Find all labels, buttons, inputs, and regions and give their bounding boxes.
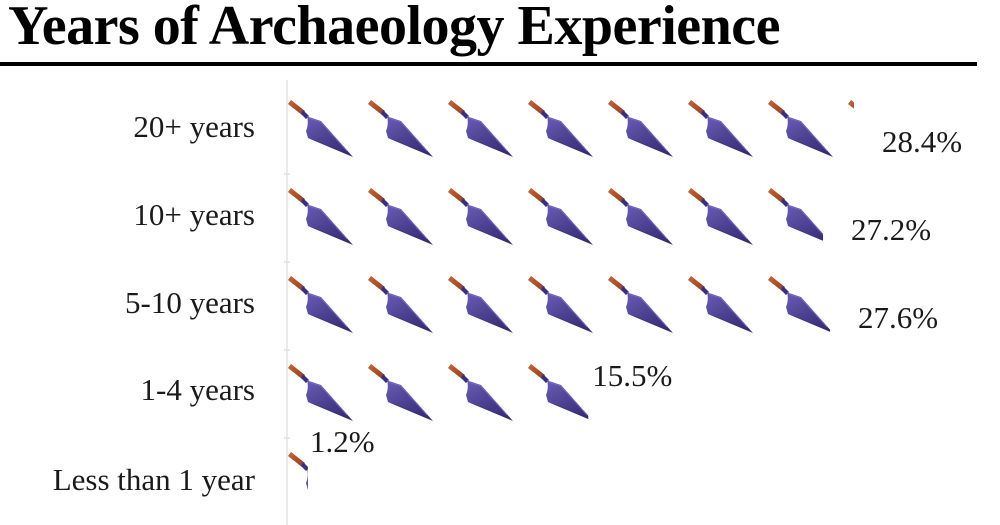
- value-label: 27.2%: [851, 212, 931, 247]
- pictograph-bar: [287, 451, 308, 510]
- trowel-icon: [767, 99, 834, 158]
- title-rule: [0, 62, 977, 66]
- trowel-icon: [607, 187, 674, 246]
- value-label: 27.6%: [858, 300, 938, 335]
- trowel-icon: [687, 99, 754, 158]
- value-label: 1.2%: [310, 424, 375, 459]
- trowel-icon: [287, 275, 354, 334]
- trowel-icon: [527, 187, 594, 246]
- trowel-icon: [367, 275, 434, 334]
- category-label: 10+ years: [133, 197, 255, 232]
- trowel-icon: [367, 363, 434, 422]
- trowel-icon: [447, 363, 514, 422]
- trowel-icon: [447, 187, 514, 246]
- trowel-icon: [447, 275, 514, 334]
- trowel-icon: [287, 451, 308, 510]
- pictograph-bar: [287, 363, 589, 422]
- trowel-icon: [527, 99, 594, 158]
- pictograph-bar: [287, 275, 830, 334]
- pictograph-bar: [287, 99, 854, 158]
- category-label: Less than 1 year: [53, 462, 256, 497]
- category-label: 1-4 years: [141, 372, 255, 407]
- trowel-icon: [607, 99, 674, 158]
- trowel-icon: [287, 99, 354, 158]
- trowel-icon: [687, 187, 754, 246]
- trowel-icon: [527, 363, 589, 422]
- trowel-icon: [367, 187, 434, 246]
- category-label: 5-10 years: [125, 285, 255, 320]
- trowel-icon: [687, 275, 754, 334]
- trowel-icon: [287, 187, 354, 246]
- trowel-icon: [367, 99, 434, 158]
- trowel-icon: [767, 187, 823, 246]
- trowel-icon: [287, 363, 354, 422]
- trowel-icon: [527, 275, 594, 334]
- value-label: 28.4%: [882, 124, 962, 159]
- pictograph-bar: [287, 187, 823, 246]
- trowel-icon: [767, 275, 830, 334]
- trowel-icon: [607, 275, 674, 334]
- value-label: 15.5%: [592, 358, 672, 393]
- category-label: 20+ years: [133, 109, 255, 144]
- chart-title: Years of Archaeology Experience: [8, 0, 780, 57]
- trowel-icon: [447, 99, 514, 158]
